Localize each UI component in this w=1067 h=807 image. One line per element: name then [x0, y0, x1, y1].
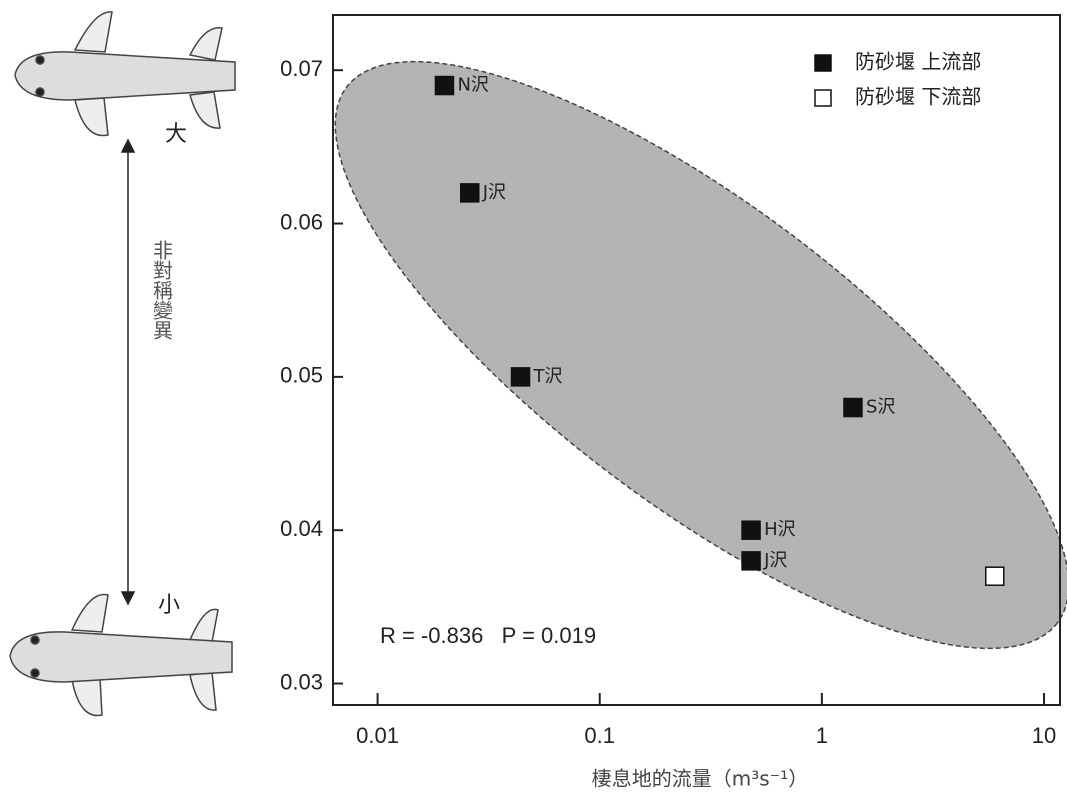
plot-frame [332, 14, 1061, 706]
x-tick-label: 10 [1032, 723, 1056, 748]
point-label: N沢 [457, 75, 488, 96]
point [741, 551, 761, 571]
point-label: H沢 [764, 519, 796, 540]
point-label: J沢 [763, 550, 787, 571]
legend-marker [814, 54, 832, 72]
point-label: T沢 [533, 366, 563, 387]
y-axis-label: 非對稱變異 [150, 240, 174, 340]
point-label: J沢 [482, 182, 506, 203]
annotation-small: 小 [158, 593, 180, 618]
point-label: S沢 [866, 397, 895, 418]
y-tick-label: 0.04 [280, 516, 323, 541]
y-tick-label: 0.06 [280, 209, 323, 234]
point [984, 566, 1005, 586]
fish-small [9, 593, 233, 717]
point [843, 397, 863, 418]
y-tick-label: 0.07 [280, 56, 323, 81]
point [460, 183, 480, 203]
point [741, 520, 761, 540]
region-ellipse [334, 60, 1067, 650]
size-arrow [120, 138, 136, 606]
point [434, 75, 455, 96]
y-tick-label: 0.03 [280, 669, 323, 694]
point [510, 367, 531, 387]
legend-label: 防砂堰 上流部 [855, 50, 981, 74]
fish-large [14, 11, 236, 137]
legend-label: 防砂堰 下流部 [855, 85, 981, 109]
x-tick-label: 0.01 [356, 723, 399, 748]
x-axis-label: 棲息地的流量（m³s⁻¹） [592, 767, 809, 791]
x-tick-label: 0.1 [584, 723, 615, 748]
stat-annotation: R = -0.836 P = 0.019 [380, 623, 596, 648]
annotation-large: 大 [165, 122, 187, 147]
x-tick-label: 1 [816, 723, 828, 748]
legend-marker [814, 89, 832, 107]
y-tick-label: 0.05 [280, 363, 323, 388]
